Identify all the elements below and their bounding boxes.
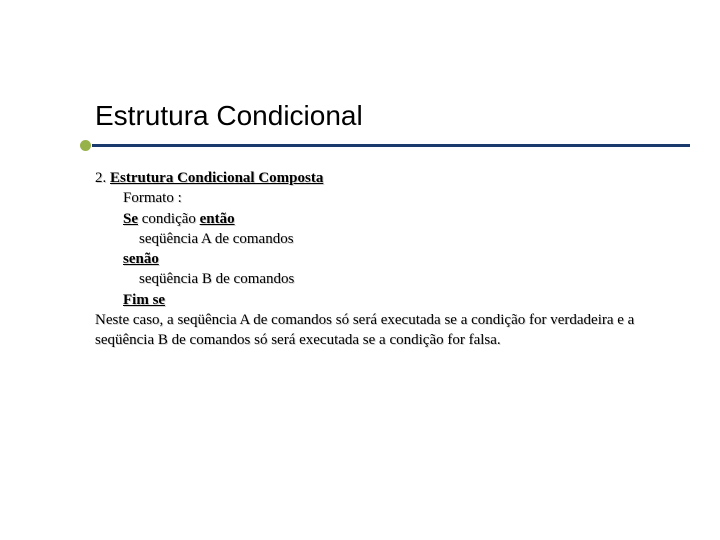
- endif-keyword: Fim se: [123, 292, 165, 308]
- else-keyword: senão: [123, 251, 159, 267]
- slide-body: 2. Estrutura Condicional Composta Format…: [95, 168, 650, 350]
- if-line: Se condição então: [95, 209, 650, 229]
- explanation-paragraph: Neste caso, a seqüência A de comandos só…: [95, 310, 650, 351]
- else-line: senão: [95, 249, 650, 269]
- then-keyword: então: [200, 211, 235, 227]
- format-label: Formato :: [95, 188, 650, 208]
- if-condition: condição: [138, 211, 200, 227]
- section-number: 2.: [95, 170, 106, 186]
- sequence-b: seqüência B de comandos: [95, 269, 650, 289]
- section-heading: Estrutura Condicional Composta: [110, 170, 323, 186]
- title-rule: [80, 140, 650, 150]
- endif-line: Fim se: [95, 290, 650, 310]
- section-heading-line: 2. Estrutura Condicional Composta: [95, 168, 650, 188]
- sequence-a: seqüência A de comandos: [95, 229, 650, 249]
- bullet-icon: [80, 140, 91, 151]
- if-keyword: Se: [123, 211, 138, 227]
- rule-bar: [92, 144, 690, 147]
- slide-title: Estrutura Condicional: [95, 100, 650, 132]
